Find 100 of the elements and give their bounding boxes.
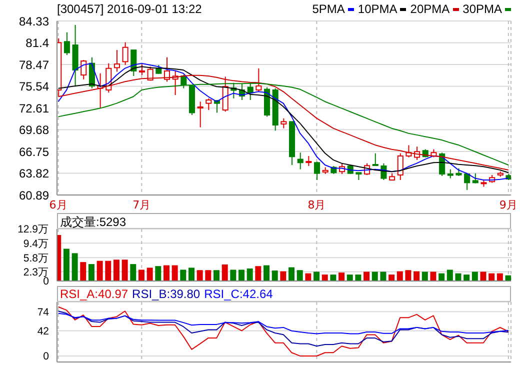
legend-label: 10PMA: [358, 2, 398, 16]
bar: [488, 273, 495, 281]
bar: [163, 265, 170, 281]
bar: [155, 266, 162, 281]
y-tick-label: 12.9万: [18, 224, 49, 236]
x-tick-label: 6月: [49, 198, 68, 212]
bar: [372, 272, 378, 281]
bar: [330, 274, 336, 281]
series-label: 成交量:5293: [60, 214, 126, 231]
bar: [505, 275, 511, 281]
bar: [205, 270, 212, 281]
bar: [288, 267, 295, 281]
candlestick: [372, 152, 378, 166]
bar: [472, 272, 478, 281]
bar: [296, 270, 303, 281]
bar: [113, 260, 120, 281]
candlestick: [306, 155, 312, 166]
candlestick: [64, 32, 70, 56]
candlestick: [280, 118, 287, 129]
bar: [446, 270, 453, 281]
candlestick: [164, 56, 170, 82]
y-tick-label: 81.4: [26, 36, 50, 50]
bar: [338, 272, 345, 281]
bar: [346, 274, 353, 281]
bar: [255, 266, 262, 281]
bar: [322, 274, 328, 281]
bar: [364, 272, 370, 281]
bar: [414, 271, 420, 281]
candlestick: [397, 152, 404, 181]
bar: [422, 272, 428, 281]
candlestick: [130, 50, 137, 77]
y-tick-label: 42: [37, 326, 50, 338]
bar: [96, 260, 103, 281]
candlestick: [138, 64, 145, 76]
bar: [430, 272, 436, 281]
bar: [230, 270, 236, 281]
line-series: [58, 310, 509, 347]
candlestick: [314, 161, 320, 181]
candlestick: [114, 50, 120, 72]
y-tick-label: 5.8万: [23, 252, 49, 264]
bar: [180, 270, 186, 281]
series-label: RSI_A:40.97: [60, 287, 128, 301]
bar: [355, 274, 362, 281]
bar: [496, 273, 503, 281]
bar: [405, 270, 412, 281]
bar: [455, 273, 462, 281]
y-tick-label: 69.68: [18, 123, 50, 138]
bar: [172, 265, 178, 281]
line-series: [58, 312, 509, 334]
y-tick-label: 78.47: [18, 58, 50, 72]
bar: [388, 274, 395, 281]
x-tick-label: 7月: [132, 198, 151, 212]
line-series: [58, 306, 509, 356]
candlestick: [80, 59, 87, 80]
bar: [88, 264, 94, 281]
y-tick-label: 74: [37, 306, 50, 318]
bar: [314, 272, 320, 281]
legend-label: 30PMA: [462, 2, 503, 16]
bar: [146, 268, 153, 281]
candlestick: [297, 152, 304, 170]
bar: [438, 273, 445, 281]
bar: [72, 253, 78, 281]
bar: [196, 270, 203, 281]
legend-label: 20PMA: [410, 2, 451, 16]
bar: [280, 271, 286, 281]
y-tick-label: 9.4万: [23, 238, 49, 250]
candlestick: [197, 101, 204, 128]
bar: [246, 268, 253, 281]
chart-title: [300457] 2016-09-01 13:22: [57, 2, 202, 16]
candlestick: [472, 172, 478, 184]
candlestick: [206, 98, 212, 111]
bar: [105, 260, 112, 281]
bar: [63, 248, 70, 281]
x-tick-label: 9月: [499, 198, 518, 212]
legend-label: 5PMA: [312, 2, 346, 16]
bar: [480, 272, 486, 281]
bar: [122, 260, 128, 281]
y-tick-label: 0: [43, 276, 50, 288]
y-tick-label: 75.54: [18, 80, 50, 94]
bar: [222, 264, 228, 281]
y-tick-label: 72.61: [18, 101, 50, 116]
y-tick-label: 2.3万: [23, 266, 49, 278]
bar: [80, 262, 86, 281]
candlestick: [222, 76, 228, 112]
bar: [380, 272, 386, 281]
bar: [138, 270, 144, 281]
bar: [305, 273, 312, 281]
bar: [272, 270, 278, 281]
bar: [188, 268, 194, 281]
bar: [238, 270, 245, 281]
y-tick-label: 60.89: [18, 188, 50, 202]
y-tick-label: 0: [43, 350, 50, 363]
series-label: RSI_C:42.64: [204, 287, 273, 301]
bar: [264, 265, 270, 281]
bar: [464, 274, 470, 281]
x-tick-label: 8月: [308, 198, 326, 212]
candlestick: [122, 42, 128, 66]
candlestick: [147, 66, 154, 82]
bar: [130, 264, 136, 281]
bar: [396, 271, 403, 281]
